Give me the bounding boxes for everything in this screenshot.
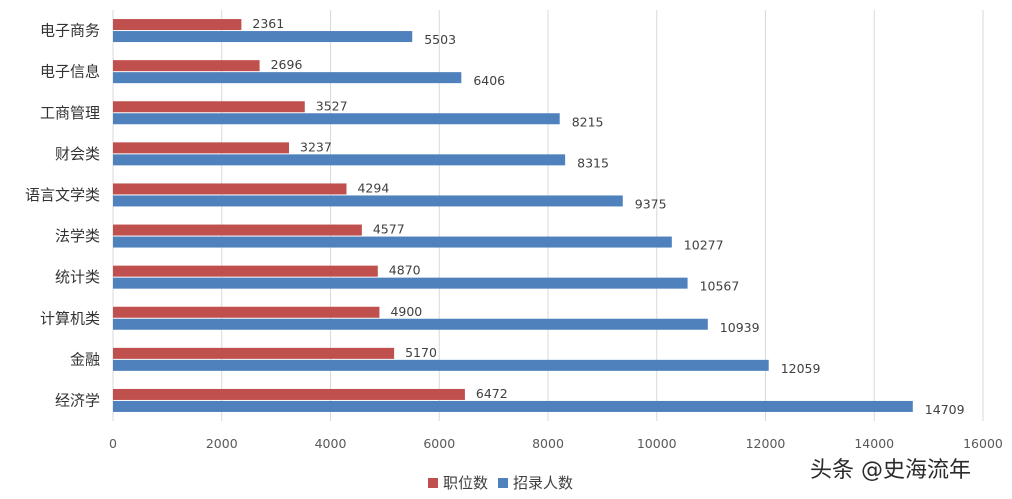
x-tick-label: 12000: [746, 436, 786, 451]
watermark-text: 头条 @史海流年: [810, 458, 971, 483]
bar-recruits: [113, 318, 708, 330]
data-label-positions: 2361: [252, 16, 284, 31]
data-label-recruits: 10277: [684, 238, 724, 253]
data-label-recruits: 12059: [781, 361, 821, 376]
data-label-recruits: 10939: [720, 320, 760, 335]
bar-positions: [113, 101, 305, 113]
bar-recruits: [113, 154, 566, 166]
category-label: 电子商务: [40, 22, 100, 40]
category-label: 统计类: [55, 268, 100, 286]
data-label-recruits: 8215: [572, 114, 604, 129]
x-axis-tick-labels: 0 2000 4000 6000 8000 10000 12000 14000 16000: [109, 436, 1003, 451]
bar-recruits: [113, 236, 672, 248]
category-label: 法学类: [55, 227, 100, 245]
data-label-positions: 2696: [271, 57, 303, 72]
legend-label-positions: 职位数: [443, 474, 489, 492]
bar-positions: [113, 142, 290, 154]
bar-recruits: [113, 72, 462, 84]
legend-swatch-positions: [428, 477, 438, 488]
data-label-recruits: 5503: [424, 32, 456, 47]
bar-positions: [113, 347, 395, 359]
data-labels: 2361 5503 2696 6406 3527 8215 3237 8315 4294 9375…: [252, 16, 964, 417]
category-label: 金融: [70, 350, 100, 368]
category-label: 经济学: [55, 391, 100, 409]
category-label: 计算机类: [40, 309, 100, 327]
x-tick-label: 4000: [315, 436, 347, 451]
bar-positions: [113, 306, 380, 318]
category-label: 电子信息: [40, 63, 100, 81]
data-label-positions: 5170: [405, 345, 437, 360]
data-label-recruits: 10567: [700, 279, 740, 294]
bar-positions: [113, 60, 260, 72]
grid-lines: [112, 10, 984, 421]
x-tick-label: 2000: [206, 436, 238, 451]
data-label-recruits: 14709: [925, 402, 965, 417]
legend-label-recruits: 招录人数: [513, 474, 574, 492]
bar-recruits: [113, 359, 769, 371]
data-label-positions: 4577: [373, 222, 405, 237]
data-label-positions: 3527: [316, 98, 348, 113]
x-tick-label: 16000: [963, 436, 1003, 451]
bar-recruits: [113, 400, 913, 412]
bars: [113, 19, 913, 412]
data-label-positions: 6472: [476, 386, 508, 401]
bar-recruits: [113, 277, 688, 289]
bar-positions: [113, 183, 347, 195]
category-label: 财会类: [55, 145, 100, 163]
legend: 职位数 招录人数: [428, 472, 577, 493]
x-tick-label: 10000: [637, 436, 677, 451]
data-label-recruits: 6406: [473, 73, 505, 88]
category-label: 语言文学类: [25, 186, 100, 204]
data-label-positions: 3237: [300, 139, 332, 154]
x-tick-label: 14000: [854, 436, 894, 451]
legend-item-positions: 职位数: [428, 472, 488, 493]
data-label-positions: 4870: [389, 263, 421, 278]
bar-positions: [113, 224, 362, 236]
data-label-positions: 4294: [357, 180, 389, 195]
bar-positions: [113, 388, 465, 400]
x-tick-label: 0: [109, 436, 117, 451]
data-label-recruits: 9375: [635, 196, 667, 211]
bar-recruits: [113, 195, 623, 207]
x-tick-label: 6000: [423, 436, 455, 451]
bar-positions: [113, 19, 242, 31]
legend-swatch-recruits: [498, 477, 509, 488]
data-label-recruits: 8315: [577, 155, 609, 170]
bar-recruits: [113, 31, 413, 43]
legend-item-recruits: 招录人数: [498, 472, 573, 493]
bar-positions: [113, 265, 378, 277]
bar-recruits: [113, 113, 560, 125]
category-label: 工商管理: [40, 104, 100, 122]
x-tick-label: 8000: [532, 436, 564, 451]
data-label-positions: 4900: [390, 304, 422, 319]
